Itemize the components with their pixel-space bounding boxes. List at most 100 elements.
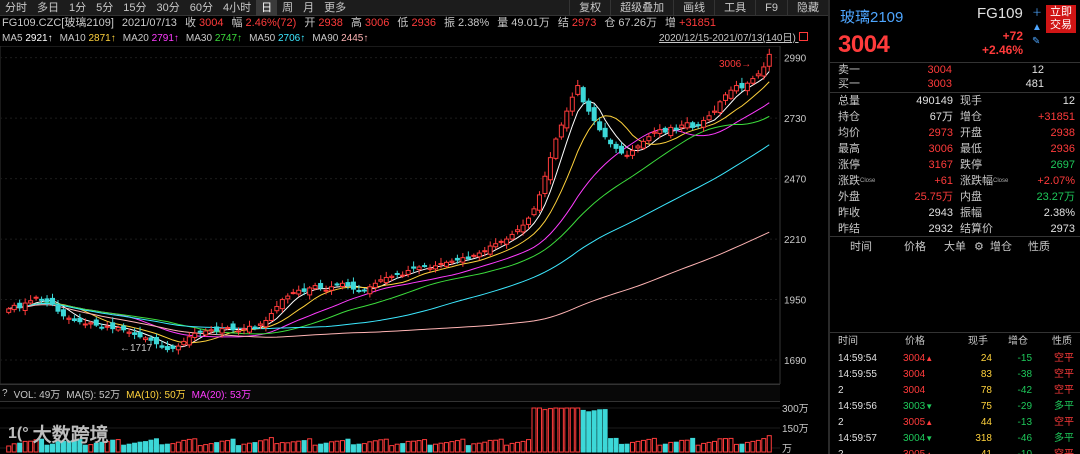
period-tab-周[interactable]: 周	[282, 1, 294, 14]
panel-divider[interactable]	[828, 0, 830, 454]
volume-bar	[673, 441, 679, 453]
toolbar-item-F9[interactable]: F9	[755, 0, 787, 16]
volume-bar	[629, 441, 635, 453]
toolbar-item-工具[interactable]: 工具	[714, 0, 755, 16]
fullscreen-icon[interactable]	[798, 32, 808, 41]
candle-body	[482, 250, 488, 253]
candle-body	[706, 115, 712, 121]
candle-body	[350, 281, 356, 290]
tick-time: 14:59:55	[838, 369, 877, 380]
candle-body	[629, 150, 635, 156]
volume-bar	[657, 444, 663, 453]
volume-bar	[181, 439, 187, 453]
period-tab-15分[interactable]: 15分	[123, 1, 147, 14]
candle-body	[690, 122, 696, 128]
candle-body	[318, 283, 324, 289]
stat-label: 最高	[838, 143, 860, 155]
volume-bar	[761, 438, 767, 453]
toolbar-item-复权[interactable]: 复权	[569, 0, 610, 16]
toolbar-item-超级叠加[interactable]: 超级叠加	[610, 0, 673, 16]
candle-body	[361, 289, 367, 292]
candle-body	[44, 298, 50, 303]
ma-legend-item: MA10 2871↑	[60, 32, 116, 46]
volume-bar	[241, 443, 247, 453]
volume-bar	[427, 444, 433, 453]
volume-bar	[71, 439, 77, 453]
volume-bar	[285, 442, 291, 453]
period-tab-多日[interactable]: 多日	[37, 1, 59, 14]
indicator-menu-icon[interactable]: ?	[2, 387, 8, 399]
candle-body	[542, 175, 548, 194]
volume-bar	[192, 438, 198, 453]
tick-price: 3005 ▲	[903, 415, 933, 431]
candle-body	[312, 285, 318, 290]
volume-bar	[679, 439, 685, 453]
candle-body	[219, 328, 225, 334]
arrow-up-icon: ▲	[925, 418, 934, 427]
volume-bar	[498, 438, 504, 453]
period-tab-1分[interactable]: 1分	[69, 1, 87, 14]
trade-now-button[interactable]: 立即交易	[1046, 5, 1076, 33]
candle-body	[236, 330, 242, 333]
period-tab-月[interactable]: 月	[303, 1, 315, 14]
candle-body	[301, 288, 307, 292]
alert-bell-icon[interactable]: ▲	[1032, 22, 1042, 33]
volume-bar	[214, 442, 220, 453]
candle-body	[624, 154, 630, 157]
period-tab-日[interactable]: 日	[256, 0, 278, 16]
tick-oi-change: -46	[1017, 433, 1032, 444]
add-icon[interactable]: ＋	[1032, 8, 1042, 19]
volume-bar	[186, 438, 192, 453]
tick-row: 14:59:54 3004 ▲ 24 -15 空平	[830, 351, 1080, 367]
tick-vol: 41	[958, 447, 992, 454]
volume-bar	[197, 445, 203, 453]
period-tab-60分[interactable]: 60分	[189, 1, 213, 14]
volume-bar	[345, 438, 351, 453]
stat-value: 3006	[928, 143, 953, 155]
candle-body	[394, 273, 400, 276]
candle-body	[744, 82, 750, 92]
stat-value: 490149	[916, 95, 953, 107]
candle-body	[99, 326, 105, 329]
arrow-down-icon: ▼	[925, 434, 934, 443]
edit-icon[interactable]: ✎	[1032, 36, 1041, 47]
candle-body	[170, 345, 176, 349]
ob-label: 买一	[838, 78, 860, 90]
volume-bar	[274, 443, 280, 453]
tick-time: 14:59:57	[838, 433, 877, 444]
settings-gear-icon[interactable]: ⚙	[974, 241, 984, 253]
amp-label: 振	[443, 17, 455, 29]
candle-body	[11, 304, 17, 311]
volume-bar	[635, 440, 641, 453]
candle-body	[400, 274, 406, 277]
candlestick-chart[interactable]: 2990 2730 2470 2210 1950 1690 3006→ ←1717	[0, 46, 828, 384]
toolbar-item-隐藏[interactable]: 隐藏	[787, 0, 828, 16]
tick-row: 2 3005 ▲ 44 -13 空平	[830, 415, 1080, 431]
candle-body	[241, 328, 247, 331]
volume-bar	[263, 439, 269, 453]
period-tab-更多[interactable]: 更多	[324, 1, 347, 14]
date-range-link[interactable]: 2020/12/15-2021/07/13(140日)	[659, 32, 808, 46]
candle-body	[137, 331, 143, 338]
candle-body	[148, 337, 154, 341]
volume-bar	[318, 443, 324, 453]
volume-bar	[110, 439, 116, 453]
stat-row: 均价 2973 开盘 2938	[830, 125, 1080, 141]
stat-value: 25.75万	[914, 191, 953, 203]
period-tab-4小时[interactable]: 4小时	[223, 1, 252, 14]
volume-bar	[175, 441, 181, 453]
period-tab-5分[interactable]: 5分	[96, 1, 114, 14]
stat-label: 涨停	[838, 159, 860, 171]
oi-chg-label: 增	[664, 17, 676, 29]
volume-bar	[77, 439, 83, 453]
candle-body	[230, 323, 236, 331]
toolbar-item-画线[interactable]: 画线	[673, 0, 714, 16]
period-tab-30分[interactable]: 30分	[156, 1, 180, 14]
high-label: 高	[350, 17, 362, 29]
candle-body	[553, 138, 559, 159]
low-label: 低	[397, 17, 409, 29]
stat-value: +31851	[1037, 111, 1075, 123]
period-tab-分时[interactable]: 分时	[5, 1, 27, 14]
candle-body	[509, 233, 515, 240]
